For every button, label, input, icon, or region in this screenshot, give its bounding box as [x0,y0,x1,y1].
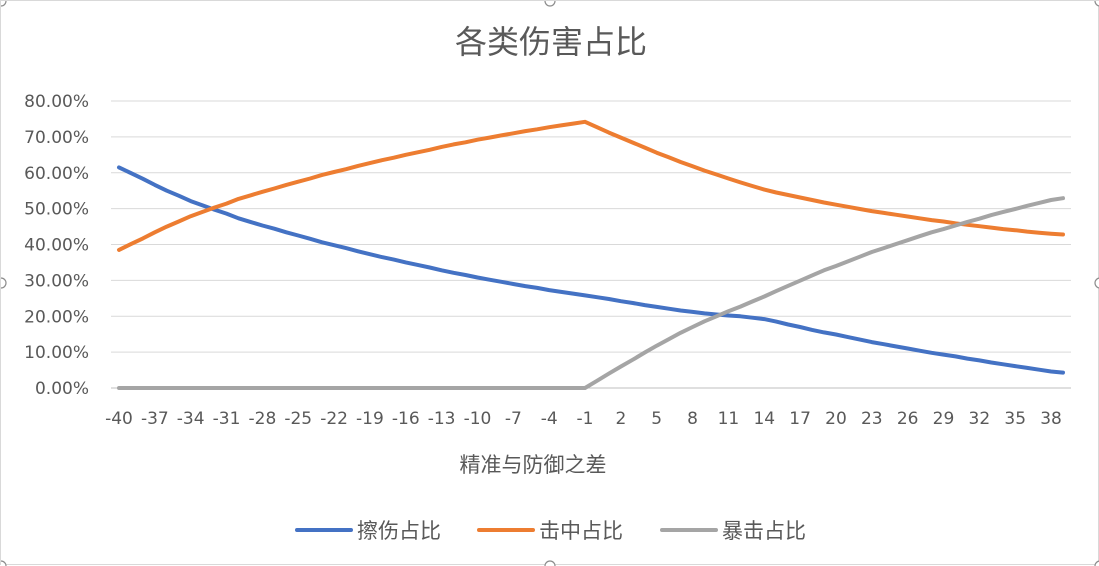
y-tick-label: 80.00% [24,92,89,112]
x-tick-label: 26 [897,409,919,429]
resize-handle-bottom[interactable] [544,560,556,566]
series-lines [117,119,1065,390]
chart-title: 各类伤害占比 [455,23,647,61]
y-tick-label: 20.00% [24,307,89,327]
series-line-3 [117,196,1065,390]
y-tick-label: 30.00% [24,271,89,291]
y-axis-tick-labels: 0.00% 10.00% 20.00% 30.00% 40.00% 50.00% 60.00… [24,92,89,399]
y-tick-label: 50.00% [24,200,89,220]
x-tick-label: 2 [615,409,626,429]
x-tick-label: 20 [825,409,847,429]
x-tick-label: -13 [428,409,456,429]
x-tick-label: -19 [356,409,384,429]
x-tick-label: -34 [177,409,205,429]
x-tick-label: 14 [753,409,775,429]
legend-label: 击中占比 [539,519,623,543]
y-tick-label: 70.00% [24,128,89,148]
gridlines [111,100,1071,389]
y-tick-label: 10.00% [24,343,89,363]
x-tick-label: 35 [1004,409,1026,429]
x-tick-label: 29 [933,409,955,429]
x-tick-label: 38 [1040,409,1062,429]
resize-handle-bottom-left[interactable] [1,560,7,566]
legend: 擦伤占比 击中占比 暴击占比 [295,519,806,543]
x-tick-label: -28 [249,409,277,429]
x-tick-label: -22 [320,409,348,429]
resize-handle-top-left[interactable] [1,1,7,7]
resize-handle-top[interactable] [544,1,556,7]
x-tick-label: -7 [505,409,522,429]
x-tick-label: -40 [105,409,133,429]
series-line-2 [117,119,1065,252]
legend-label: 暴击占比 [722,519,806,543]
x-tick-label: -25 [284,409,312,429]
resize-handle-right[interactable] [1094,277,1099,289]
x-tick-label: 5 [651,409,662,429]
x-axis-tick-labels: -40 -37 -34 -31 -28 -25 -22 -19 -16 -13 -10 -7 -4 -1 2… [105,409,1062,429]
x-tick-label: -1 [577,409,594,429]
x-tick-label: 11 [718,409,740,429]
y-tick-label: 40.00% [24,236,89,256]
x-tick-label: 17 [789,409,811,429]
x-tick-label: -10 [464,409,492,429]
y-tick-label: 0.00% [35,379,89,399]
x-tick-label: -37 [141,409,169,429]
x-tick-label: -4 [541,409,558,429]
y-tick-label: 60.00% [24,164,89,184]
resize-handle-bottom-right[interactable] [1094,560,1099,566]
legend-label: 擦伤占比 [357,519,441,543]
resize-handle-left[interactable] [1,277,7,289]
series-line-1 [117,165,1065,375]
x-tick-label: 8 [687,409,698,429]
x-tick-label: 32 [969,409,991,429]
x-axis-title: 精准与防御之差 [460,453,607,477]
x-tick-label: 23 [861,409,883,429]
resize-handle-top-right[interactable] [1094,1,1099,7]
x-tick-label: -16 [392,409,420,429]
x-tick-label: -31 [213,409,241,429]
